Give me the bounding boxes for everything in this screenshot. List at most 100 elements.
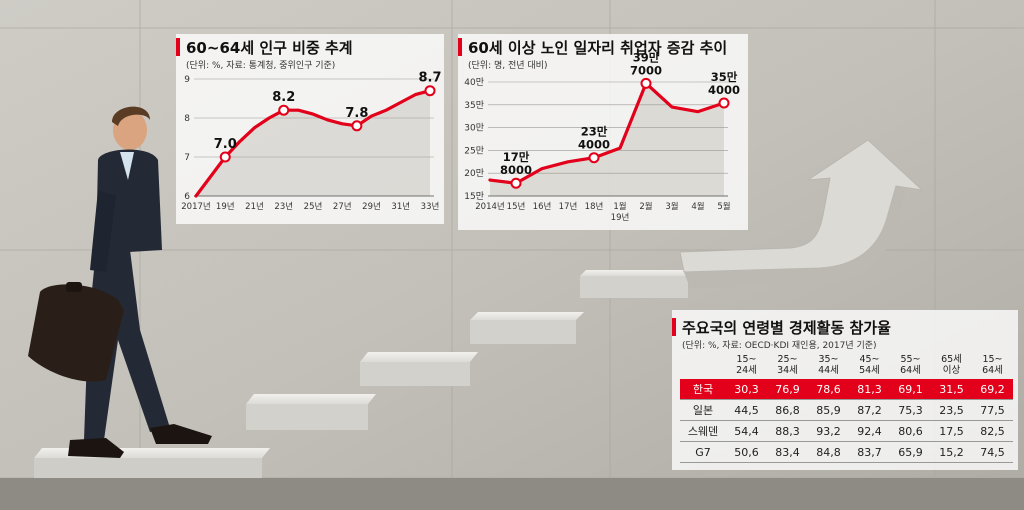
c1-data-label: 7.8 <box>345 106 368 121</box>
c2-xtick: 2014년 <box>475 201 504 212</box>
table-cell: 81,3 <box>849 379 890 400</box>
c2-data-label: 35만 <box>711 70 738 84</box>
c2-xtick: 15년 <box>507 201 526 212</box>
c1-xtick: 2017년 <box>181 201 210 212</box>
table-cell: 84,8 <box>808 441 849 463</box>
businessman <box>28 106 212 458</box>
c2-xtick: 3월 <box>665 201 678 212</box>
table-row: 일본 44,5 86,8 85,9 87,2 75,3 23,5 77,5 <box>680 399 1013 421</box>
participation-table: 15~ 24세 25~ 34세 35~ 44세 45~ 54세 55~ 64세 65세 이상 15~ 64… <box>680 348 1013 463</box>
table-col-header: 15~ 64세 <box>972 348 1013 379</box>
table-cell: 85,9 <box>808 399 849 421</box>
c2-series-line <box>488 81 726 185</box>
c1-xtick: 29년 <box>362 201 381 212</box>
table-col-header-line: 15~ <box>736 354 757 365</box>
c2-point <box>718 97 730 109</box>
table-cell: 69,2 <box>972 379 1013 400</box>
table-cell: 88,3 <box>767 420 808 442</box>
c1-ytick: 8 <box>184 114 190 124</box>
c1-xtick: 27년 <box>333 201 352 212</box>
c2-xtick: 18년 <box>585 201 604 212</box>
chart1-title: 60~64세 인구 비중 추계 <box>186 39 353 57</box>
table-col-header-line: 25~ <box>777 354 798 365</box>
c1-ytick: 6 <box>184 192 190 202</box>
c1-data-label: 8.7 <box>418 71 441 86</box>
table-col-header: 15~ 24세 <box>726 348 767 379</box>
table-cell: 92,4 <box>849 420 890 442</box>
table-cell: 75,3 <box>890 399 931 421</box>
chart1-subtitle: (단위: %, 자료: 통계청, 중위인구 기준) <box>186 61 336 71</box>
table-row-label: G7 <box>680 441 726 463</box>
chart2-subtitle: (단위: 명, 전년 대비) <box>468 61 548 71</box>
table-col-header-line: 55~ <box>900 354 921 365</box>
table-cell: 23,5 <box>931 399 972 421</box>
c2-data-label: 4000 <box>708 83 740 97</box>
table-col-header-line: 44세 <box>818 365 839 376</box>
chart2-title-marker <box>458 38 462 56</box>
c2-data-label: 7000 <box>630 63 662 77</box>
c2-data-label: 39만 <box>633 50 660 64</box>
chart2-plot: 15만 20만 25만 30만 35만 40만 2014년 15년 16년 17년 18년 1월 2월 3… <box>464 50 740 223</box>
c2-ytick: 20만 <box>464 168 484 179</box>
table-row: 한국 30,3 76,9 78,6 81,3 69,1 31,5 69,2 <box>680 379 1013 400</box>
table-cell: 80,6 <box>890 420 931 442</box>
table-cell: 54,4 <box>726 420 767 442</box>
c2-xtick: 5월 <box>717 201 730 212</box>
c2-ytick: 35만 <box>464 100 484 111</box>
c1-xtick: 31년 <box>391 201 410 212</box>
c1-series-line <box>194 89 432 198</box>
c1-xtick: 21년 <box>245 201 264 212</box>
table-cell: 31,5 <box>931 379 972 400</box>
table-cell: 76,9 <box>767 379 808 400</box>
rising-arrow <box>679 139 924 288</box>
table-col-header-line: 65세 <box>941 354 962 365</box>
c2-ytick: 15만 <box>464 191 484 202</box>
c2-point <box>510 177 522 189</box>
table-row-label: 일본 <box>680 399 726 421</box>
table-col-header: 55~ 64세 <box>890 348 931 379</box>
table-cell: 83,7 <box>849 441 890 463</box>
table-cell: 86,8 <box>767 399 808 421</box>
table-col-header-line: 이상 <box>942 365 961 376</box>
c2-xtick: 16년 <box>533 201 552 212</box>
table-cell: 82,5 <box>972 420 1013 442</box>
table-row-label: 한국 <box>680 379 726 400</box>
c2-xtick: 4월 <box>691 201 704 212</box>
table-col-header-line: 45~ <box>859 354 880 365</box>
c1-data-label: 7.0 <box>214 137 237 152</box>
chart1-title-marker <box>176 38 180 56</box>
c2-point <box>588 152 600 164</box>
chart1-plot: 6 7 8 9 2017년 19년 21년 23년 25년 27년 29년 31년 33년 7.0 8.2 7… <box>181 71 441 212</box>
table-cell: 87,2 <box>849 399 890 421</box>
c2-xsub: 19년 <box>611 212 630 223</box>
table-cell: 65,9 <box>890 441 931 463</box>
table-col-header-line: 64세 <box>900 365 921 376</box>
table-cell: 44,5 <box>726 399 767 421</box>
c2-xtick: 1월 <box>613 201 626 212</box>
table-col-header: 25~ 34세 <box>767 348 808 379</box>
table-title: 주요국의 연령별 경제활동 참가율 <box>682 319 891 337</box>
c1-point <box>424 85 436 97</box>
c1-point <box>219 151 231 163</box>
table-cell: 17,5 <box>931 420 972 442</box>
table-col-header: 35~ 44세 <box>808 348 849 379</box>
c2-data-label: 23만 <box>581 125 608 139</box>
c1-xtick: 33년 <box>421 201 440 212</box>
table-row: 스웨덴 54,4 88,3 93,2 92,4 80,6 17,5 82,5 <box>680 420 1013 442</box>
table-cell: 77,5 <box>972 399 1013 421</box>
table-cell: 50,6 <box>726 441 767 463</box>
table-col-header: 65세 이상 <box>931 348 972 379</box>
table-col-header-line: 34세 <box>777 365 798 376</box>
table-cell: 78,6 <box>808 379 849 400</box>
c2-ytick: 25만 <box>464 145 484 156</box>
c2-xtick: 17년 <box>559 201 578 212</box>
table-col-header: 45~ 54세 <box>849 348 890 379</box>
table-col-header-line: 15~ <box>982 354 1003 365</box>
table-row: G7 50,6 83,4 84,8 83,7 65,9 15,2 74,5 <box>680 441 1013 463</box>
c2-ytick: 30만 <box>464 123 484 134</box>
c2-point <box>640 77 652 89</box>
c2-xtick: 2월 <box>639 201 652 212</box>
chart2-title: 60세 이상 노인 일자리 취업자 증감 추이 <box>468 39 728 57</box>
table-col-header-line: 64세 <box>982 365 1003 376</box>
table-row-label: 스웨덴 <box>680 420 726 442</box>
